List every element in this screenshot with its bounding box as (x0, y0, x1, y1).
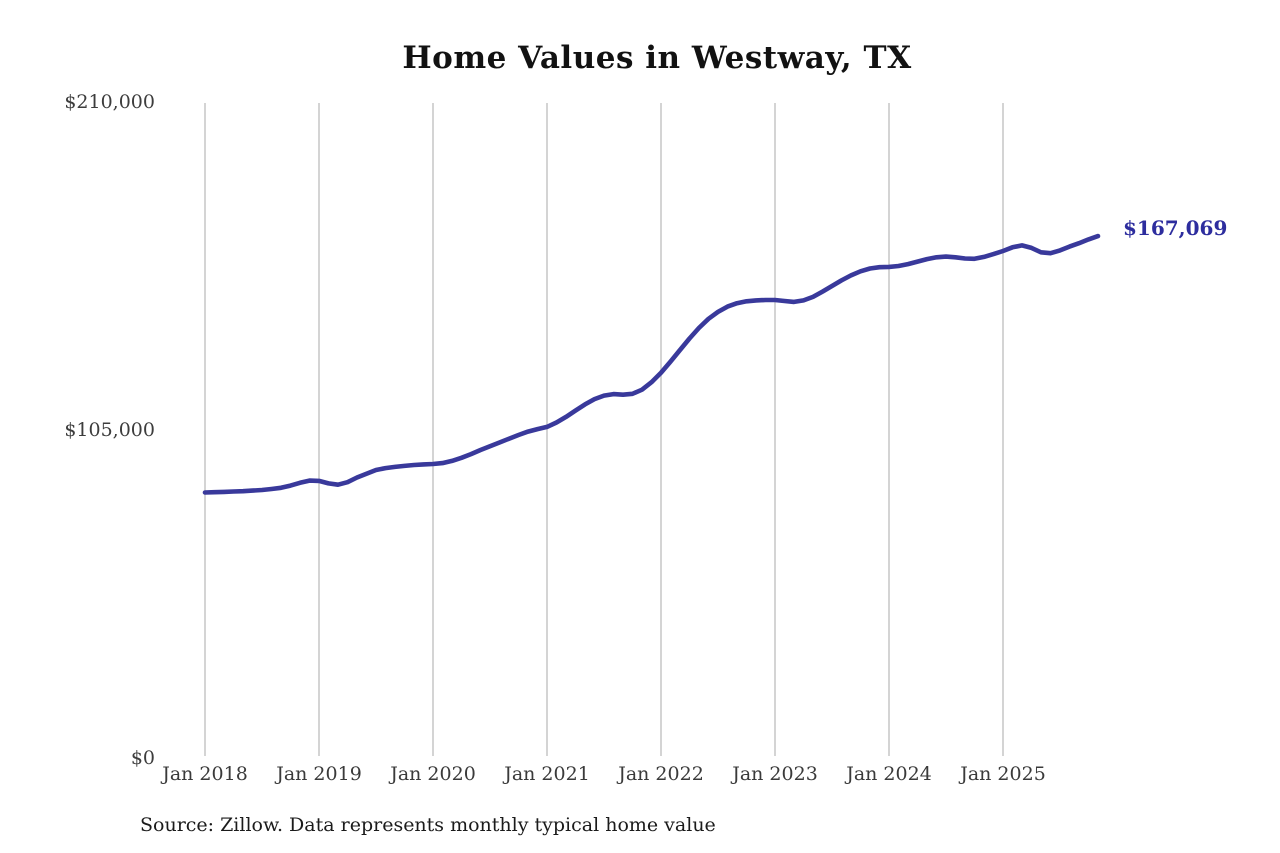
y-tick-label-105000: $105,000 (64, 419, 155, 441)
y-tick-label-210000: $210,000 (64, 91, 155, 113)
x-tick-label: Jan 2018 (162, 763, 248, 785)
source-note: Source: Zillow. Data represents monthly … (140, 814, 716, 836)
chart-title: Home Values in Westway, TX (402, 40, 912, 76)
x-tick-label: Jan 2021 (504, 763, 590, 785)
x-tick-label: Jan 2019 (276, 763, 362, 785)
y-tick-label-0: $0 (130, 747, 155, 769)
x-tick-label: Jan 2025 (960, 763, 1046, 785)
home-value-line (202, 233, 1101, 495)
x-tick-label: Jan 2024 (846, 763, 932, 785)
x-tick-label: Jan 2022 (618, 763, 704, 785)
x-tick-label: Jan 2020 (390, 763, 476, 785)
x-tick-label: Jan 2023 (732, 763, 818, 785)
final-value-label: $167,069 (1123, 216, 1228, 240)
